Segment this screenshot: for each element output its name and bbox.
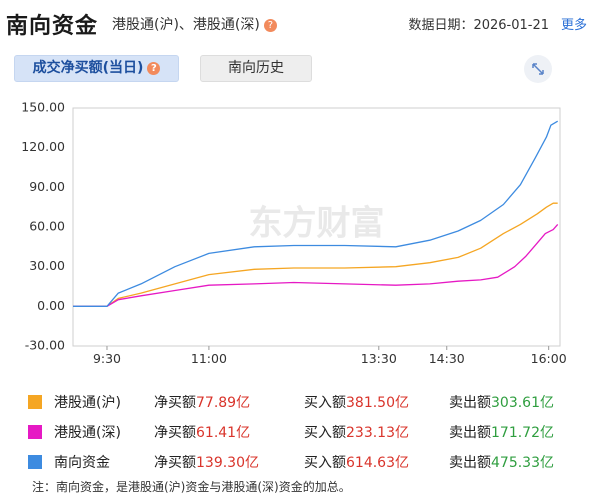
legend-row: 港股通(深) 净买额61.41亿 买入额233.13亿 卖出额171.72亿 [14,418,589,444]
buy-label: 买入额 [304,425,346,441]
buy-label: 买入额 [304,395,346,411]
net-buy-label: 净买额 [154,425,196,441]
sell-cell: 卖出额171.72亿 [449,422,554,442]
sell-value: 171.72亿 [491,425,554,441]
page-subtitle: 港股通(沪)、港股通(深)? [112,14,277,34]
buy-value: 614.63亿 [346,455,409,471]
help-icon[interactable]: ? [147,61,161,75]
tab-net-buy-today[interactable]: 成交净买额(当日)? [14,55,179,82]
net-buy-cell: 净买额139.30亿 [154,452,259,472]
legend-swatch [28,395,42,409]
y-tick-label: 30.00 [29,258,65,273]
plot-frame [72,107,561,347]
net-buy-value: 61.41亿 [196,425,251,441]
net-buy-line-chart: 东方财富 150.00 120.00 90.00 60.00 30.00 0.00 -30.0… [21,100,567,367]
buy-value: 381.50亿 [346,395,409,411]
series-line [73,223,559,307]
sell-value: 475.33亿 [491,455,554,471]
legend-name: 南向资金 [54,455,110,471]
legend-name: 港股通(深) [54,425,121,441]
more-link[interactable]: 更多 [560,18,587,33]
net-buy-label: 净买额 [154,455,196,471]
net-buy-label: 净买额 [154,395,196,411]
tab-net-buy-today-label: 成交净买额(当日) [32,60,144,76]
net-buy-value: 77.89亿 [196,395,251,411]
sell-value: 303.61亿 [491,395,554,411]
series-line [73,202,558,307]
watermark-logo: 东方财富 [249,204,385,244]
net-buy-value: 139.30亿 [196,455,259,471]
footnote: 注：南向资金，是港股通(沪)资金与港股通(深)资金的加总。 [32,480,351,494]
net-buy-cell: 净买额77.89亿 [154,392,250,412]
buy-cell: 买入额614.63亿 [304,452,409,472]
y-tick-label: 120.00 [21,139,65,154]
data-date: 数据日期：2026-01-21 [408,18,549,33]
x-tick-label: 14:30 [429,351,465,366]
page-title: 南向资金 [6,14,99,39]
buy-cell: 买入额381.50亿 [304,392,409,412]
sell-label: 卖出额 [449,425,491,441]
sell-label: 卖出额 [449,395,491,411]
y-tick-label: 90.00 [29,179,65,194]
buy-value: 233.13亿 [346,425,409,441]
y-tick-label: 0.00 [37,298,65,313]
y-tick-label: -30.00 [25,338,65,353]
sell-cell: 卖出额303.61亿 [449,392,554,412]
sell-cell: 卖出额475.33亿 [449,452,554,472]
subtitle-text: 港股通(沪)、港股通(深) [112,17,260,33]
help-icon[interactable]: ? [263,18,277,32]
x-tick-label: 16:00 [531,351,567,366]
legend-swatch [28,455,42,469]
y-tick-label: 150.00 [21,100,65,115]
x-tick-label: 9:30 [93,351,121,366]
net-buy-cell: 净买额61.41亿 [154,422,250,442]
series-line [73,120,559,307]
chart-area: 东方财富 150.00 120.00 90.00 60.00 30.00 0.00 -30.0… [0,90,603,380]
expand-icon [532,63,544,75]
buy-label: 买入额 [304,455,346,471]
legend-row: 南向资金 净买额139.30亿 买入额614.63亿 卖出额475.33亿 [14,448,589,474]
legend-swatch [28,425,42,439]
buy-cell: 买入额233.13亿 [304,422,409,442]
expand-button[interactable] [524,55,552,83]
legend-name: 港股通(沪) [54,395,121,411]
header: 南向资金 港股通(沪)、港股通(深)? 数据日期：2026-01-21 更多 [0,0,603,44]
tab-southbound-history-label: 南向历史 [228,60,284,76]
legend-row: 港股通(沪) 净买额77.89亿 买入额381.50亿 卖出额303.61亿 [14,388,589,414]
x-tick-label: 13:30 [361,351,397,366]
tab-southbound-history[interactable]: 南向历史 [200,55,312,82]
x-tick-label: 11:00 [191,351,227,366]
sell-label: 卖出额 [449,455,491,471]
y-tick-label: 60.00 [29,219,65,234]
